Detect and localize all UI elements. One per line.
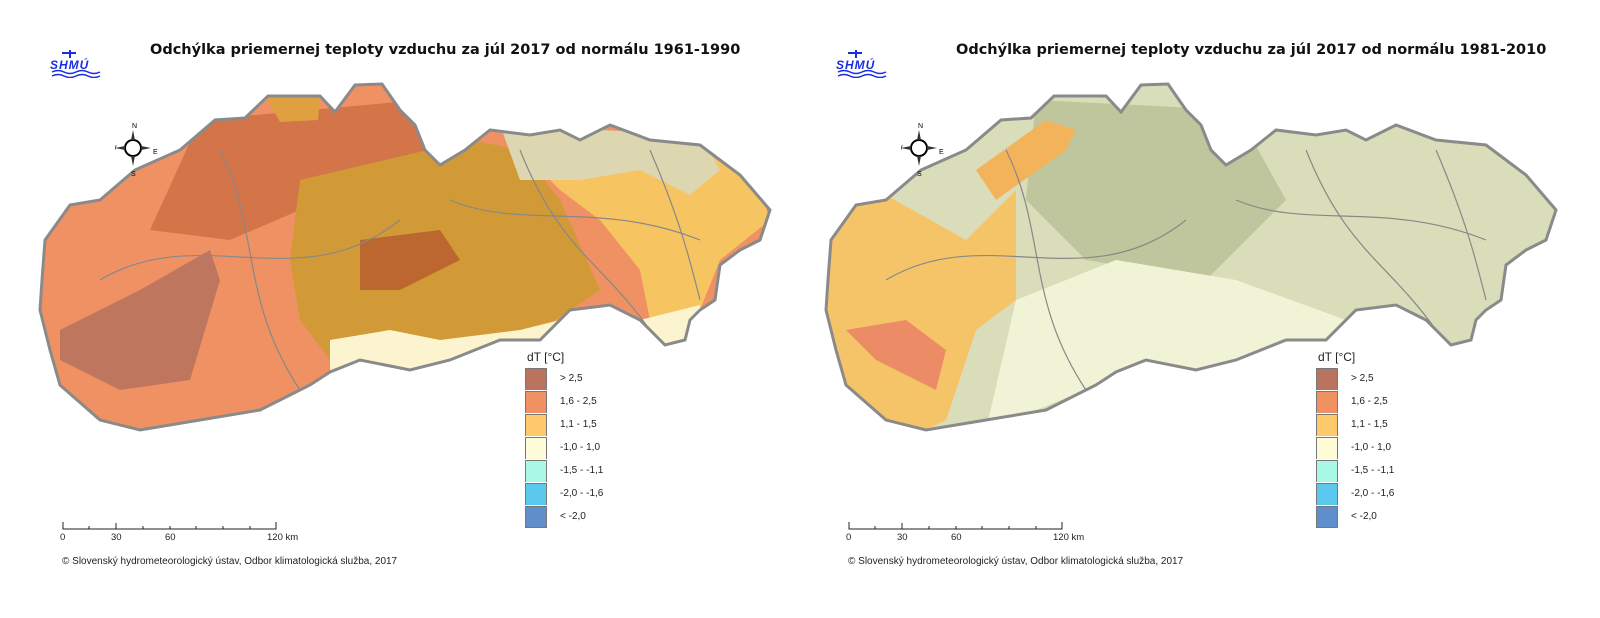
legend-item: > 2,5 <box>525 367 603 390</box>
rivers <box>99 149 701 391</box>
copyright: © Slovenský hydrometeorologický ústav, O… <box>62 556 398 567</box>
zone-1-1-1-5-west <box>826 190 1016 430</box>
svg-text:N: N <box>918 123 923 130</box>
legend-swatch <box>1316 482 1338 505</box>
scale-label: 120 km <box>1053 532 1085 543</box>
scale-label: 60 <box>165 532 176 543</box>
legend-item: 1,6 - 2,5 <box>525 390 603 413</box>
legend-label: > 2,5 <box>560 373 583 384</box>
rivers <box>885 149 1487 391</box>
legend-swatch <box>1316 505 1338 528</box>
legend-swatch <box>525 390 547 413</box>
legend-item: -1,0 - 1,0 <box>525 436 603 459</box>
legend-label: -1,0 - 1,0 <box>560 442 601 453</box>
logo-text: SHMÚ <box>50 58 90 72</box>
zone-neutral-south <box>330 320 560 372</box>
scale-label: 0 <box>846 532 852 543</box>
legend-label: -1,5 - -1,1 <box>560 465 604 476</box>
legend-item: < -2,0 <box>1316 505 1394 528</box>
legend-swatch <box>525 459 547 482</box>
legend-item: > 2,5 <box>1316 367 1394 390</box>
zone-1-1-1-5-vah <box>976 120 1076 200</box>
legend-swatch <box>1316 390 1338 413</box>
legend-item: -1,5 - -1,1 <box>1316 459 1394 482</box>
legend-label: 1,6 - 2,5 <box>1351 396 1388 407</box>
zone-warm-center <box>360 230 460 290</box>
svg-text:S: S <box>917 171 922 178</box>
scale-label: 30 <box>111 532 122 543</box>
legend-item: < -2,0 <box>525 505 603 528</box>
legend-label: -1,5 - -1,1 <box>1351 465 1395 476</box>
svg-text:E: E <box>153 149 158 156</box>
legend-swatch <box>1316 413 1338 436</box>
legend-swatch <box>1316 367 1338 390</box>
map-panel-1961-1990: SHMÚ Odchýlka priemernej teploty vzduchu… <box>0 0 786 618</box>
scale-bar: 0 30 60 120 km <box>60 520 298 543</box>
legend-swatch <box>525 505 547 528</box>
scale-label: 30 <box>897 532 908 543</box>
legend-label: < -2,0 <box>1351 511 1377 522</box>
scale-label: 60 <box>951 532 962 543</box>
legend-swatch <box>525 367 547 390</box>
legend-title: dT [°C] <box>527 350 565 364</box>
compass-icon: N S W E <box>901 123 944 178</box>
legend-item: 1,1 - 1,5 <box>1316 413 1394 436</box>
legend-label: > 2,5 <box>1351 373 1374 384</box>
legend-item: 1,6 - 2,5 <box>1316 390 1394 413</box>
scale-label: 120 km <box>267 532 299 543</box>
legend-swatch <box>525 436 547 459</box>
legend-item: -2,0 - -1,6 <box>1316 482 1394 505</box>
shmu-logo: SHMÚ <box>50 48 106 79</box>
legend-item: 1,1 - 1,5 <box>525 413 603 436</box>
scale-bar: 0 30 60 120 km <box>846 520 1084 543</box>
legend-label: -2,0 - -1,6 <box>560 488 604 499</box>
legend-swatch <box>525 413 547 436</box>
svg-text:N: N <box>132 123 137 130</box>
legend: dT [°C] > 2,5 1,6 - 2,5 1,1 - 1,5 -1,0 - 1,… <box>1316 350 1394 528</box>
zone-orava <box>265 95 320 122</box>
legend-swatch <box>525 482 547 505</box>
legend-item: -2,0 - -1,6 <box>525 482 603 505</box>
map-title: Odchýlka priemernej teploty vzduchu za j… <box>150 42 741 58</box>
legend-label: -1,0 - 1,0 <box>1351 442 1392 453</box>
svg-text:E: E <box>939 149 944 156</box>
slovakia-map <box>38 82 772 432</box>
map-title: Odchýlka priemernej teploty vzduchu za j… <box>956 42 1547 58</box>
legend-swatch <box>1316 459 1338 482</box>
legend-label: 1,1 - 1,5 <box>1351 419 1388 430</box>
slovakia-map <box>824 82 1558 432</box>
zone-neutral-south <box>986 260 1346 430</box>
legend-item: -1,0 - 1,0 <box>1316 436 1394 459</box>
legend-label: 1,6 - 2,5 <box>560 396 597 407</box>
scale-label: 0 <box>60 532 66 543</box>
shmu-logo: SHMÚ <box>836 48 892 79</box>
legend-item: -1,5 - -1,1 <box>525 459 603 482</box>
zone-1-6-2-5 <box>846 320 946 390</box>
copyright: © Slovenský hydrometeorologický ústav, O… <box>848 556 1184 567</box>
legend-label: -2,0 - -1,6 <box>1351 488 1395 499</box>
svg-text:S: S <box>131 171 136 178</box>
compass-icon: N S W E <box>115 123 158 178</box>
legend-label: 1,1 - 1,5 <box>560 419 597 430</box>
legend-title: dT [°C] <box>1318 350 1356 364</box>
svg-text:W: W <box>901 145 903 152</box>
legend-label: < -2,0 <box>560 511 586 522</box>
map-panel-1981-2010: SHMÚ Odchýlka priemernej teploty vzduchu… <box>786 0 1572 618</box>
legend-swatch <box>1316 436 1338 459</box>
zone-above-2-5 <box>60 250 220 390</box>
svg-text:W: W <box>115 145 117 152</box>
legend: dT [°C] > 2,5 1,6 - 2,5 1,1 - 1,5 -1,0 - 1,… <box>525 350 603 528</box>
logo-text: SHMÚ <box>836 58 876 72</box>
